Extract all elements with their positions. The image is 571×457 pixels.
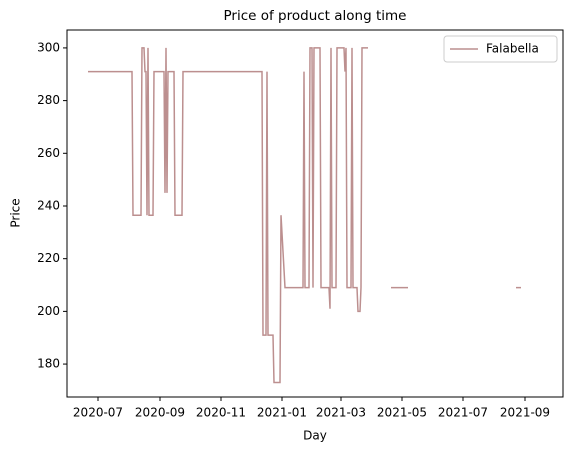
x-tick-label: 2021-09 xyxy=(500,406,550,420)
y-tick-label: 180 xyxy=(37,357,60,371)
y-tick-label: 200 xyxy=(37,304,60,318)
x-axis-label: Day xyxy=(303,429,327,443)
y-tick-label: 280 xyxy=(37,93,60,107)
legend-label: Falabella xyxy=(486,42,539,56)
x-tick-label: 2021-03 xyxy=(316,406,366,420)
chart-title: Price of product along time xyxy=(224,8,407,24)
x-tick-label: 2021-07 xyxy=(438,406,488,420)
y-tick-label: 240 xyxy=(37,198,60,212)
y-axis-label: Price xyxy=(9,198,23,227)
x-tick-label: 2021-01 xyxy=(257,406,307,420)
x-tick-label: 2020-07 xyxy=(73,406,123,420)
y-tick-label: 300 xyxy=(37,40,60,54)
x-tick-label: 2021-05 xyxy=(377,406,427,420)
y-tick-label: 260 xyxy=(37,146,60,160)
y-tick-label: 220 xyxy=(37,251,60,265)
legend-box xyxy=(443,35,558,63)
plot-frame xyxy=(66,29,564,398)
x-tick-label: 2020-09 xyxy=(135,406,185,420)
line xyxy=(88,47,521,384)
x-tick-label: 2020-11 xyxy=(196,406,246,420)
